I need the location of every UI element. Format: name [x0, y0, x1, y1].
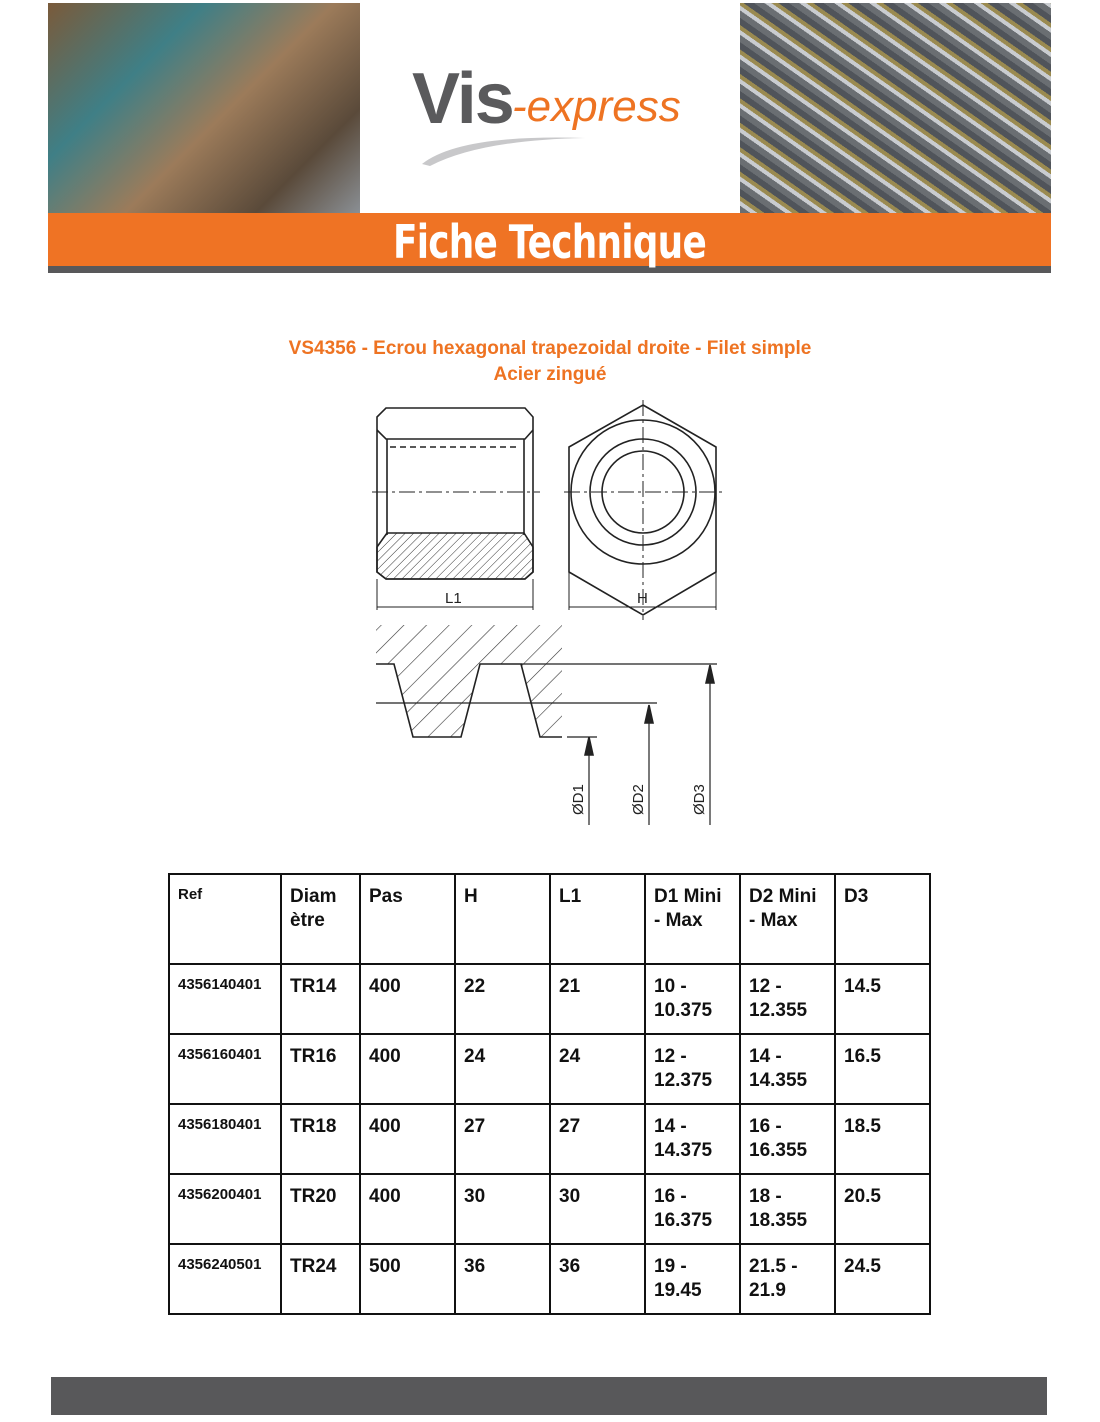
table-cell: 18 - 18.355: [739, 1173, 836, 1245]
side-view: [372, 407, 540, 610]
table-cell: 24: [454, 1033, 551, 1105]
label-l1: L1: [445, 590, 462, 607]
table-cell: 30: [454, 1173, 551, 1245]
front-view: [564, 400, 722, 620]
table-cell: 16 - 16.375: [644, 1173, 741, 1245]
table-cell: 4356200401: [168, 1173, 282, 1245]
table-cell: 21: [549, 963, 646, 1035]
table-cell: 14.5: [834, 963, 931, 1035]
table-cell: 4356160401: [168, 1033, 282, 1105]
table-cell: 27: [454, 1103, 551, 1175]
table-cell: 4356140401: [168, 963, 282, 1035]
thread-profile: [376, 625, 717, 825]
logo-swoosh: [422, 137, 585, 166]
table-cell: TR16: [280, 1033, 361, 1105]
label-d3: ØD3: [691, 784, 708, 815]
logo-accent: -express: [512, 82, 681, 131]
table-cell: 27: [549, 1103, 646, 1175]
label-d1: ØD1: [570, 784, 587, 815]
table-cell: 16 - 16.355: [739, 1103, 836, 1175]
table-cell: 12 - 12.375: [644, 1033, 741, 1105]
label-h: H: [637, 590, 648, 607]
title-band: Fiche Technique: [48, 213, 1051, 273]
table-row: 4356180401 TR18 400 27 27 14 - 14.375 16 - 16.…: [168, 1103, 931, 1175]
table-cell: 21.5 - 21.9: [739, 1243, 836, 1315]
table-row: 4356160401 TR16 400 24 24 12 - 12.375 14 - 14.…: [168, 1033, 931, 1105]
column-header: H: [454, 873, 551, 965]
table-cell: 36: [549, 1243, 646, 1315]
logo-main: Vis: [412, 59, 515, 139]
table-cell: 18.5: [834, 1103, 931, 1175]
table-row: 4356140401 TR14 400 22 21 10 - 10.375 12 - 12.…: [168, 963, 931, 1035]
table-cell: 19 - 19.45: [644, 1243, 741, 1315]
table-cell: 400: [359, 963, 456, 1035]
table-cell: 400: [359, 1033, 456, 1105]
table-cell: 400: [359, 1173, 456, 1245]
column-header: D2 Mini - Max: [739, 873, 836, 965]
table-cell: 22: [454, 963, 551, 1035]
column-header: Ref: [168, 873, 282, 965]
product-title: VS4356 - Ecrou hexagonal trapezoidal dro…: [288, 338, 812, 359]
table-cell: 10 - 10.375: [644, 963, 741, 1035]
table-cell: 24.5: [834, 1243, 931, 1315]
table-cell: 4356240501: [168, 1243, 282, 1315]
table-cell: TR24: [280, 1243, 361, 1315]
table-cell: TR20: [280, 1173, 361, 1245]
table-row: 4356240501 TR24 500 36 36 19 - 19.45 21.5 - 21…: [168, 1243, 931, 1315]
column-header: Diam ètre: [280, 873, 361, 965]
band-title: Fiche Technique: [392, 215, 707, 269]
header-photo-tools: [48, 3, 360, 213]
product-material: Acier zingué: [493, 364, 607, 385]
table-cell: TR18: [280, 1103, 361, 1175]
table-cell: 36: [454, 1243, 551, 1315]
footer-bar: [51, 1377, 1047, 1415]
table-cell: 30: [549, 1173, 646, 1245]
table-cell: 14 - 14.355: [739, 1033, 836, 1105]
table-row: 4356200401 TR20 400 30 30 16 - 16.375 18 - 18.…: [168, 1173, 931, 1245]
column-header: D3: [834, 873, 931, 965]
spec-table: Ref Diam ètre Pas H L1 D1 Mini - Max D2 Mini -…: [168, 873, 931, 1315]
table-cell: 16.5: [834, 1033, 931, 1105]
table-cell: 14 - 14.375: [644, 1103, 741, 1175]
label-d2: ØD2: [630, 784, 647, 815]
column-header: L1: [549, 873, 646, 965]
table-header-row: Ref Diam ètre Pas H L1 D1 Mini - Max D2 Mini -…: [168, 873, 931, 965]
table-cell: 4356180401: [168, 1103, 282, 1175]
table-cell: TR14: [280, 963, 361, 1035]
table-cell: 400: [359, 1103, 456, 1175]
vis-express-logo: Vis -express: [412, 58, 712, 168]
column-header: D1 Mini - Max: [644, 873, 741, 965]
column-header: Pas: [359, 873, 456, 965]
table-cell: 24: [549, 1033, 646, 1105]
technical-drawing: L1 H ØD1 ØD2 ØD3: [372, 400, 722, 825]
table-cell: 12 - 12.355: [739, 963, 836, 1035]
header-photo-screws: [740, 3, 1051, 213]
table-cell: 500: [359, 1243, 456, 1315]
table-cell: 20.5: [834, 1173, 931, 1245]
